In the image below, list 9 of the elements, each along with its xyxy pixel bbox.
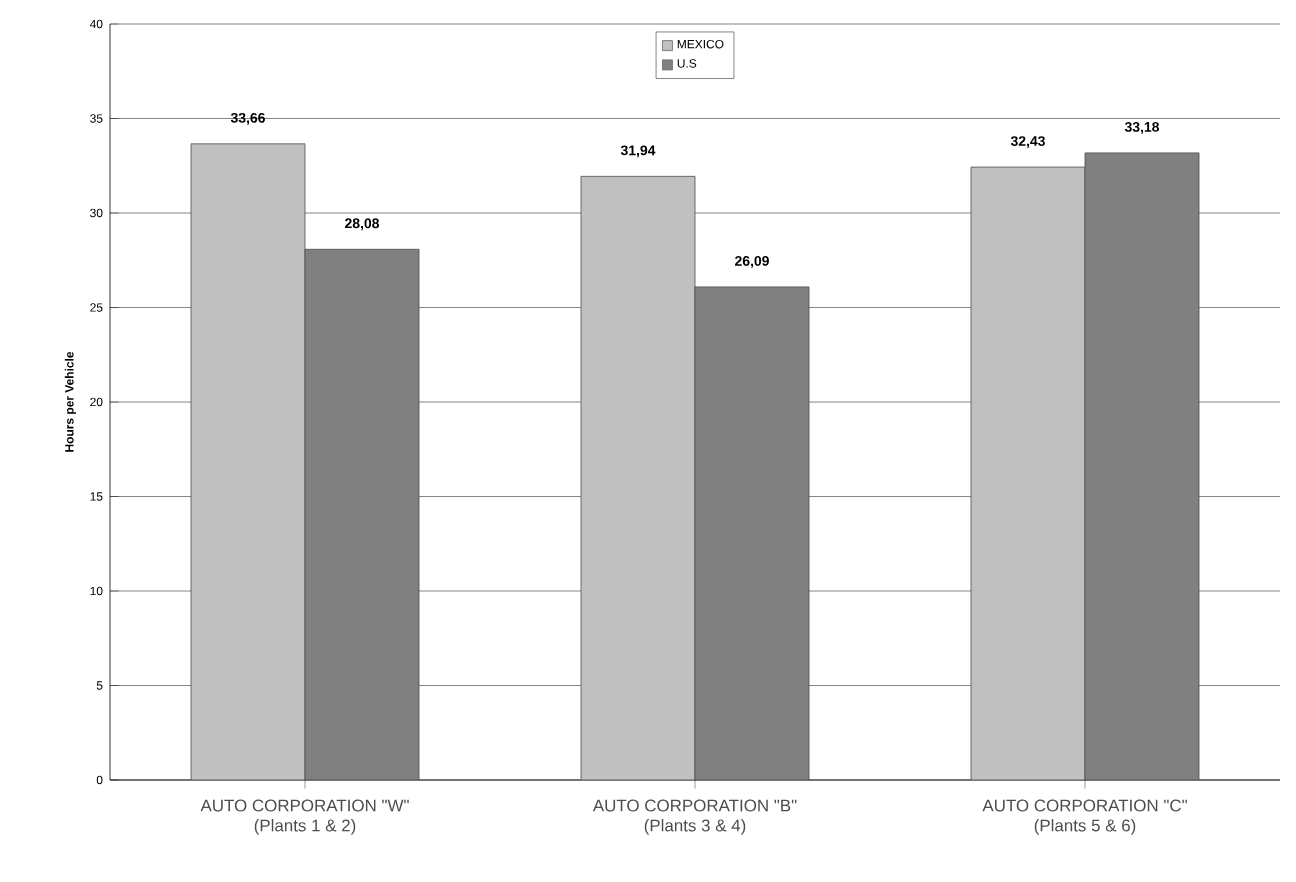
x-tick-label: AUTO CORPORATION "C" (Plants 5 & 6) (982, 799, 1187, 835)
x-tick-label: AUTO CORPORATION "B" (Plants 3 & 4) (592, 799, 797, 835)
bar (304, 248, 420, 780)
x-tick-label: AUTO CORPORATION "W" (Plants 1 & 2) (200, 799, 409, 835)
bar (694, 286, 810, 780)
bar (970, 166, 1086, 780)
bar (1084, 152, 1200, 780)
bar (190, 143, 306, 780)
bar (580, 175, 696, 780)
